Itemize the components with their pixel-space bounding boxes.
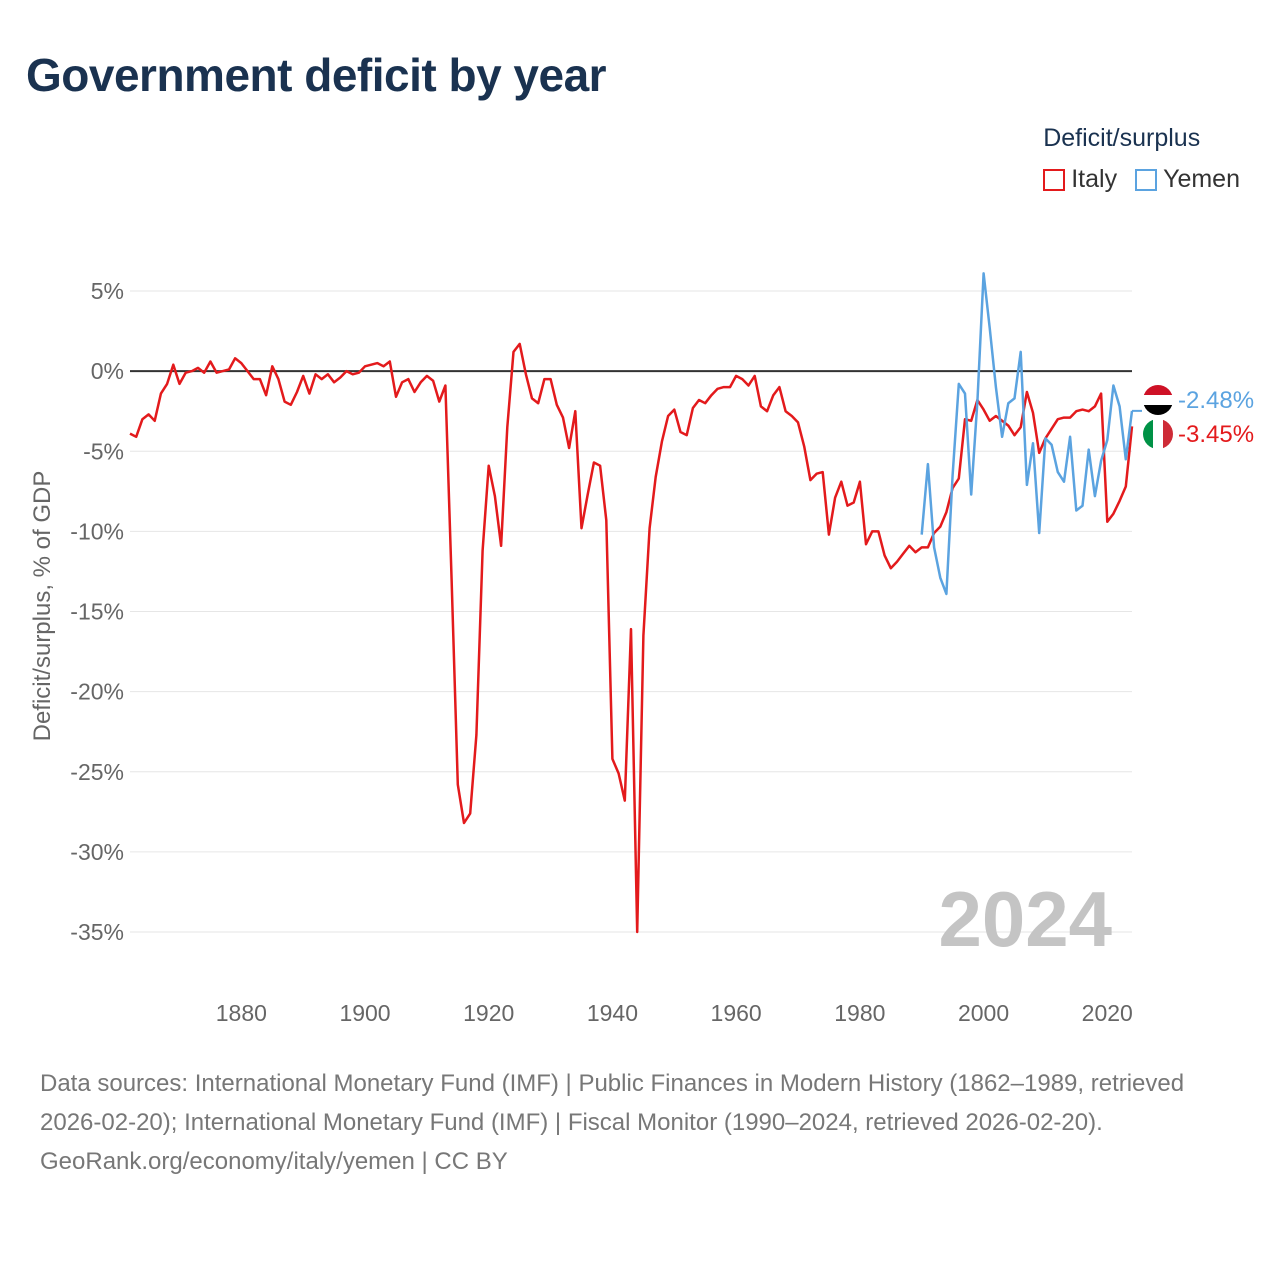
y-tick-label: -35% (70, 919, 124, 945)
x-tick-label: 1940 (587, 1000, 638, 1026)
y-tick-label: -10% (70, 518, 124, 544)
footer: Data sources: International Monetary Fun… (40, 1064, 1240, 1181)
x-tick-label: 1960 (711, 1000, 762, 1026)
credit-link[interactable]: GeoRank.org/economy/italy/yemen | CC BY (40, 1148, 508, 1175)
year-watermark: 2024 (938, 875, 1112, 963)
y-tick-label: -15% (70, 599, 124, 625)
y-tick-label: 5% (91, 278, 124, 304)
y-tick-label: -5% (83, 438, 124, 464)
x-tick-label: 1980 (834, 1000, 885, 1026)
line-chart: 5% 0% -5% -10% -15% -20% -25% -30% -35% 1880 1900… (29, 272, 1254, 1026)
legend-item-yemen[interactable]: Yemen (1135, 165, 1240, 194)
data-sources: Data sources: International Monetary Fun… (40, 1070, 1185, 1136)
page-title: Government deficit by year (26, 49, 607, 101)
legend-label-italy: Italy (1071, 165, 1118, 193)
legend: Deficit/surplus Italy Yemen (1043, 124, 1240, 194)
x-tick-label: 1880 (216, 1000, 267, 1026)
yemen-flag-icon (1143, 385, 1173, 415)
italy-end-label: -3.45% (1178, 421, 1254, 448)
x-tick-label: 2020 (1082, 1000, 1133, 1026)
x-tick-label: 2000 (958, 1000, 1009, 1026)
legend-title: Deficit/surplus (1043, 124, 1201, 152)
yemen-swatch-icon (1135, 168, 1158, 191)
italy-swatch-icon (1043, 168, 1066, 191)
series-line-yemen (920, 272, 1134, 596)
y-tick-label: 0% (91, 358, 124, 384)
x-tick-label: 1900 (339, 1000, 390, 1026)
legend-label-yemen: Yemen (1163, 165, 1240, 193)
y-tick-label: -20% (70, 679, 124, 705)
y-axis-label: Deficit/surplus, % of GDP (29, 471, 56, 742)
yemen-end-label: -2.48% (1178, 387, 1254, 414)
legend-item-italy[interactable]: Italy (1043, 165, 1117, 194)
series-line-italy (129, 342, 1134, 934)
italy-flag-icon (1143, 419, 1173, 449)
x-tick-label: 1920 (463, 1000, 514, 1026)
y-tick-label: -30% (70, 839, 124, 865)
y-tick-label: -25% (70, 759, 124, 785)
